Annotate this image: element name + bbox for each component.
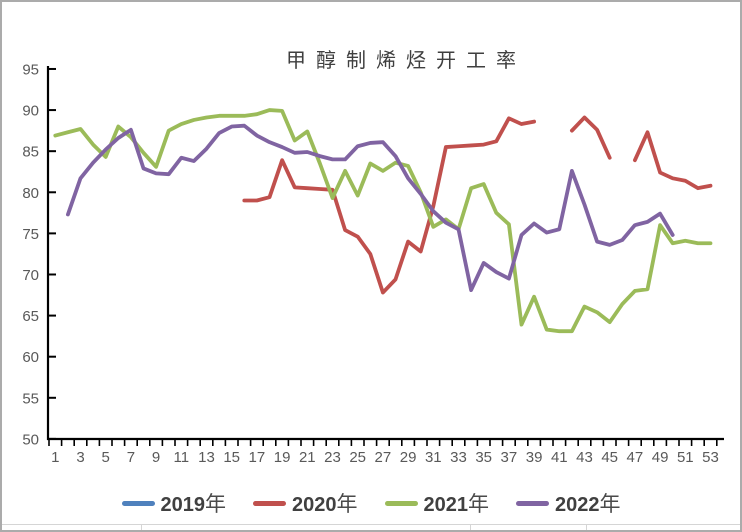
x-axis-label-31: 31 (425, 449, 442, 466)
legend-item-2019年: 2019年 (121, 488, 227, 518)
series-line-2020年 (570, 115, 612, 160)
x-axis-label-47: 47 (627, 449, 644, 466)
legend-label-2019年: 2019年 (160, 492, 227, 516)
x-axis-label-5: 5 (102, 449, 110, 466)
x-axis-label-35: 35 (475, 449, 492, 466)
chart-title: 甲醇制烯烃开工率 (286, 50, 526, 72)
x-axis-label-33: 33 (450, 449, 467, 466)
x-axis-label-43: 43 (576, 449, 593, 466)
x-axis-label-21: 21 (299, 449, 316, 466)
worksheet-gridline-stub (470, 525, 471, 530)
x-axis-label-45: 45 (601, 449, 618, 466)
y-axis-label-90: 90 (22, 103, 39, 120)
x-axis-label-27: 27 (375, 449, 392, 466)
y-axis-label-50: 50 (22, 431, 39, 448)
y-axis-label-65: 65 (22, 308, 39, 325)
y-axis-label-80: 80 (22, 185, 39, 202)
chart-legend: 2019年 2020年 2021年 2022年 (2, 488, 740, 518)
y-axis-label-85: 85 (22, 144, 39, 161)
series-line-2020年 (242, 116, 536, 295)
y-axis-label-70: 70 (22, 267, 39, 284)
legend-swatch-2021年 (384, 500, 418, 506)
worksheet-gridline (2, 524, 740, 525)
x-axis-label-53: 53 (702, 449, 719, 466)
legend-item-2020年: 2020年 (253, 488, 358, 518)
x-axis-label-37: 37 (501, 449, 518, 466)
x-axis-label-15: 15 (223, 449, 240, 466)
x-axis-label-7: 7 (127, 449, 135, 466)
legend-swatch-2019年 (121, 500, 155, 506)
x-axis-label-39: 39 (526, 449, 543, 466)
x-axis-label-11: 11 (174, 449, 190, 466)
x-axis-label-9: 9 (152, 449, 160, 466)
y-axis-label-75: 75 (22, 226, 39, 243)
x-axis-label-41: 41 (551, 449, 568, 466)
x-axis-label-17: 17 (249, 449, 266, 466)
x-axis-label-23: 23 (324, 449, 341, 466)
series-line-2022年 (66, 123, 675, 293)
y-axis-label-95: 95 (22, 61, 39, 78)
worksheet-gridline-stub (141, 525, 142, 530)
x-axis-label-49: 49 (652, 449, 669, 466)
x-axis-label-3: 3 (76, 449, 84, 466)
x-axis-label-25: 25 (349, 449, 366, 466)
legend-swatch-2022年 (516, 500, 549, 506)
x-axis-label-19: 19 (274, 449, 291, 466)
series-line-2020年 (633, 130, 713, 191)
x-axis-label-51: 51 (677, 449, 694, 466)
x-axis-label-13: 13 (198, 449, 215, 466)
legend-label-2021年: 2021年 (423, 492, 490, 516)
series-line-2021年 (53, 108, 713, 334)
y-axis-label-55: 55 (22, 390, 39, 407)
x-axis-label-29: 29 (400, 449, 417, 466)
worksheet-gridline-stub (586, 525, 587, 530)
x-axis-label-1: 1 (51, 449, 59, 466)
legend-label-2020年: 2020年 (292, 492, 358, 516)
y-axis-label-60: 60 (22, 349, 39, 366)
legend-item-2022年: 2022年 (516, 488, 621, 518)
legend-swatch-2020年 (253, 500, 286, 506)
legend-item-2021年: 2021年 (384, 488, 490, 518)
legend-label-2022年: 2022年 (555, 492, 621, 516)
